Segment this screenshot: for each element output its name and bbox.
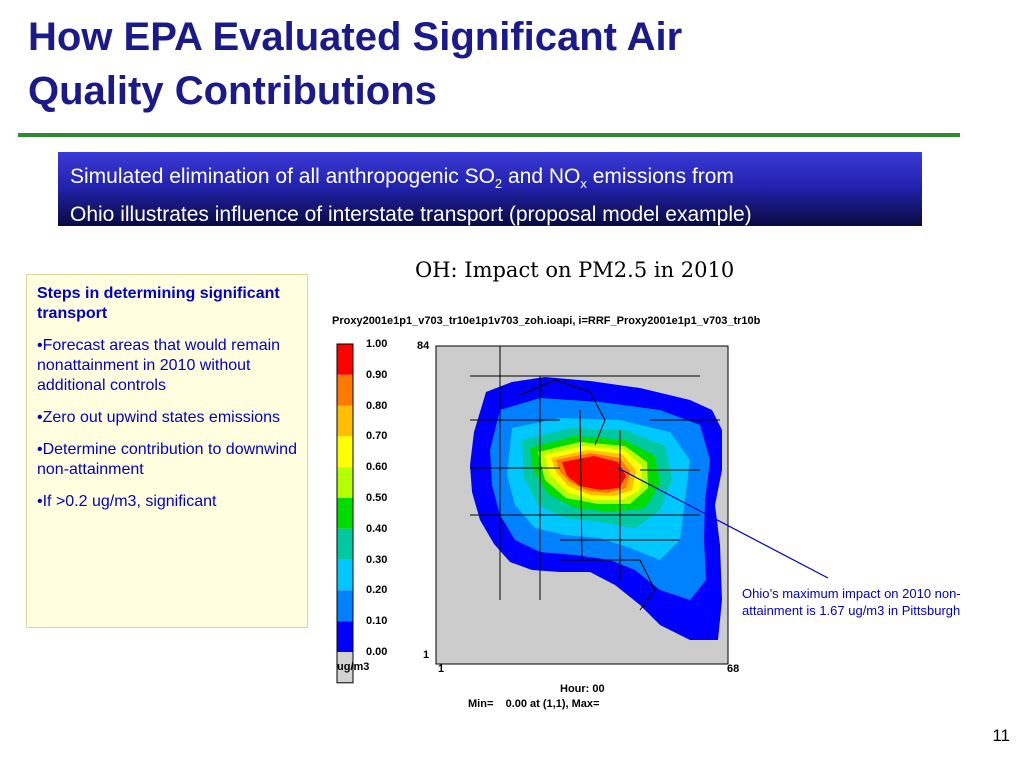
y-axis-min: 1 [423,649,430,661]
steps-item: •If >0.2 ug/m3, significant [37,493,217,510]
so2-subscript: 2 [494,176,503,192]
steps-item: •Zero out upwind states emissions [37,409,281,426]
impact-zone-over-100 [562,456,626,490]
steps-box: Steps in determining significant transpo… [26,274,308,628]
legend-swatch [337,498,353,529]
y-axis-max: 84 [417,340,430,352]
summary-banner: Simulated elimination of all anthropogen… [58,152,922,226]
legend-swatch [337,374,353,406]
banner-part3: emissions from [586,165,734,188]
steps-item: •Forecast areas that would remain nonatt… [37,337,281,394]
steps-item: •Determine contribution to downwind non-… [37,441,297,478]
legend-label: 0.70 [366,430,388,443]
legend-swatch [337,344,353,375]
legend-label: 0.60 [366,461,388,474]
impact-field [470,377,722,640]
legend-swatch [337,590,353,622]
legend-swatch [337,405,353,437]
legend-unit: ug/m3 [337,661,370,673]
state-boundaries [470,346,720,611]
legend-label: 0.50 [366,492,388,504]
steps-heading: Steps in determining significant transpo… [37,285,280,322]
legend-label: 0.80 [366,399,388,412]
page-number: 11 [992,726,1010,745]
legend-swatch [337,436,353,468]
slide-title-line2: Quality Contributions [28,69,437,113]
x-axis-min: 1 [438,663,445,675]
legend-label: 0.20 [366,584,388,597]
slide-title: How EPA Evaluated Significant Air Qualit… [28,10,928,118]
legend-swatch [337,652,353,683]
legend-label: 0.30 [366,553,388,566]
legend-swatch [337,559,353,591]
nox-subscript: x [580,176,587,192]
legend-label: 0.90 [366,368,388,381]
banner-part1: Simulated elimination of all anthropogen… [70,165,495,188]
legend-label: 0.10 [366,615,388,628]
legend-swatch [337,621,353,652]
legend-label: 0.40 [366,522,388,535]
hour-label: Hour: 00 [560,683,605,695]
banner-part2: and NO [502,165,581,188]
slide-title-line1: How EPA Evaluated Significant Air [28,15,683,59]
legend-label: 1.00 [366,338,388,350]
banner-line2: Ohio illustrates influence of interstate… [70,203,752,227]
legend-label: 0.00 [366,646,388,658]
legend-outline [336,343,354,684]
stats-label: Min= 0.00 at (1,1), Max= [468,698,600,710]
legend-swatch [337,467,353,498]
callout-leader-line [617,467,829,579]
map-title: OH: Impact on PM2.5 in 2010 [415,258,735,282]
title-divider [18,133,960,137]
legend-swatch [337,528,353,560]
map-filename: Proxy2001e1p1_v703_tr10e1p1v703_zoh.ioap… [332,315,761,327]
x-axis-max: 68 [727,663,740,675]
banner-line1: Simulated elimination of all anthropogen… [70,161,910,199]
color-legend [336,343,354,684]
pittsburgh-callout: Ohio’s maximum impact on 2010 non-attain… [742,586,961,618]
